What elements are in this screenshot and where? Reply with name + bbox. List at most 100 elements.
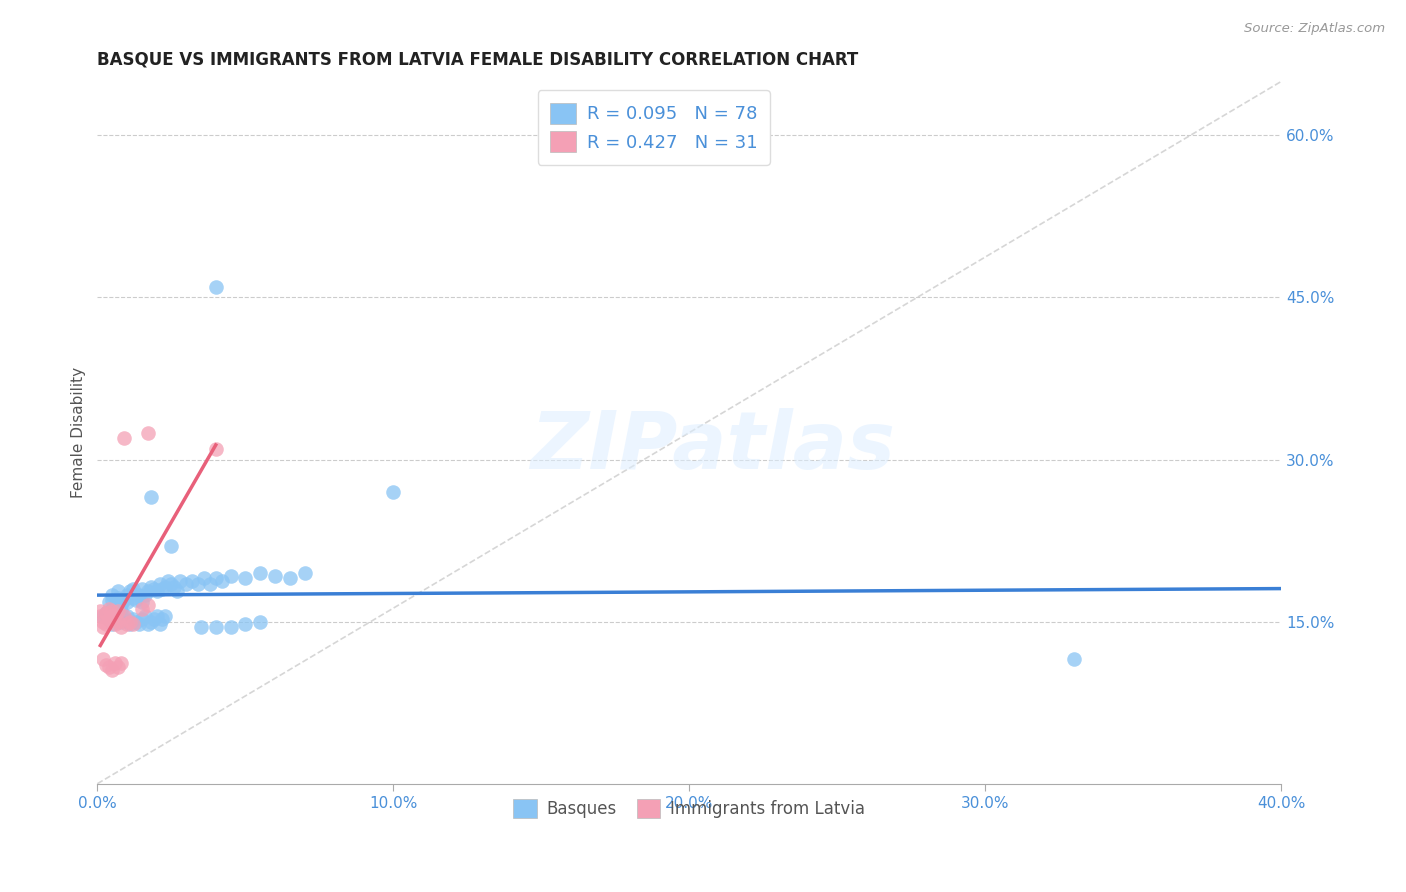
Point (107, 660, 129, 674)
Point (98, 612, 121, 626)
Point (249, 566, 271, 580)
Text: Source: ZipAtlas.com: Source: ZipAtlas.com (1244, 22, 1385, 36)
Point (101, 604, 124, 618)
Point (91, 609, 114, 624)
Point (134, 588, 156, 602)
Point (101, 616, 124, 631)
Point (101, 588, 124, 602)
Point (89, 609, 111, 624)
Point (96, 606, 118, 620)
Point (107, 584, 129, 599)
Point (139, 580, 162, 594)
Point (136, 616, 159, 631)
Text: ZIPatlas: ZIPatlas (530, 408, 896, 485)
Point (152, 582, 174, 597)
Point (219, 569, 242, 583)
Text: BASQUE VS IMMIGRANTS FROM LATVIA FEMALE DISABILITY CORRELATION CHART: BASQUE VS IMMIGRANTS FROM LATVIA FEMALE … (97, 51, 859, 69)
Point (204, 571, 226, 585)
Point (211, 574, 233, 588)
Point (148, 616, 170, 631)
Point (148, 577, 170, 591)
Point (101, 663, 124, 677)
Point (139, 491, 162, 505)
Point (98, 660, 121, 674)
Point (181, 574, 204, 588)
Point (219, 620, 242, 634)
Point (104, 609, 127, 624)
Point (204, 442, 226, 456)
Point (110, 656, 132, 670)
Point (115, 616, 138, 631)
Point (122, 591, 145, 605)
Point (112, 431, 135, 445)
Point (98, 612, 121, 626)
Point (136, 599, 159, 613)
Point (125, 593, 148, 607)
Point (198, 577, 221, 591)
Point (122, 612, 145, 626)
Point (110, 599, 132, 613)
Point (98, 601, 121, 615)
Point (174, 577, 197, 591)
Point (204, 620, 226, 634)
Point (152, 612, 174, 626)
Point (110, 604, 132, 618)
Point (128, 588, 150, 602)
Point (136, 584, 159, 599)
Point (1063, 652, 1085, 666)
Point (278, 571, 301, 585)
Legend: Basques, Immigrants from Latvia: Basques, Immigrants from Latvia (506, 792, 872, 824)
Point (204, 279, 226, 293)
Point (155, 580, 177, 594)
Point (122, 582, 145, 597)
Point (104, 599, 127, 613)
Point (96, 606, 118, 620)
Point (134, 609, 156, 624)
Point (115, 595, 138, 609)
Point (382, 485, 405, 500)
Point (122, 616, 145, 631)
Point (112, 612, 135, 626)
Point (112, 593, 135, 607)
Point (118, 616, 141, 631)
Point (101, 601, 124, 615)
Point (145, 584, 167, 599)
Point (163, 580, 186, 594)
Point (115, 588, 138, 602)
Point (118, 615, 141, 629)
Point (139, 615, 162, 629)
Point (96, 616, 118, 631)
Point (136, 425, 159, 440)
Point (142, 612, 165, 626)
Point (157, 574, 180, 588)
Point (110, 615, 132, 629)
Point (125, 615, 148, 629)
Point (131, 595, 153, 609)
Point (235, 571, 257, 585)
Point (96, 657, 118, 672)
Point (89, 604, 111, 618)
Point (166, 584, 188, 599)
Point (249, 615, 271, 629)
Point (104, 616, 127, 631)
Point (131, 601, 153, 615)
Point (190, 620, 212, 634)
Point (107, 606, 129, 620)
Point (131, 612, 153, 626)
Point (294, 566, 316, 580)
Point (98, 595, 121, 609)
Point (101, 593, 124, 607)
Point (107, 615, 129, 629)
Point (110, 620, 132, 634)
Point (193, 571, 215, 585)
Point (91, 620, 114, 634)
Point (131, 582, 153, 597)
Point (160, 539, 183, 553)
Point (145, 609, 167, 624)
Point (101, 609, 124, 624)
Point (155, 609, 177, 624)
Point (91, 615, 114, 629)
Point (104, 609, 127, 624)
Point (91, 652, 114, 666)
Point (107, 604, 129, 618)
